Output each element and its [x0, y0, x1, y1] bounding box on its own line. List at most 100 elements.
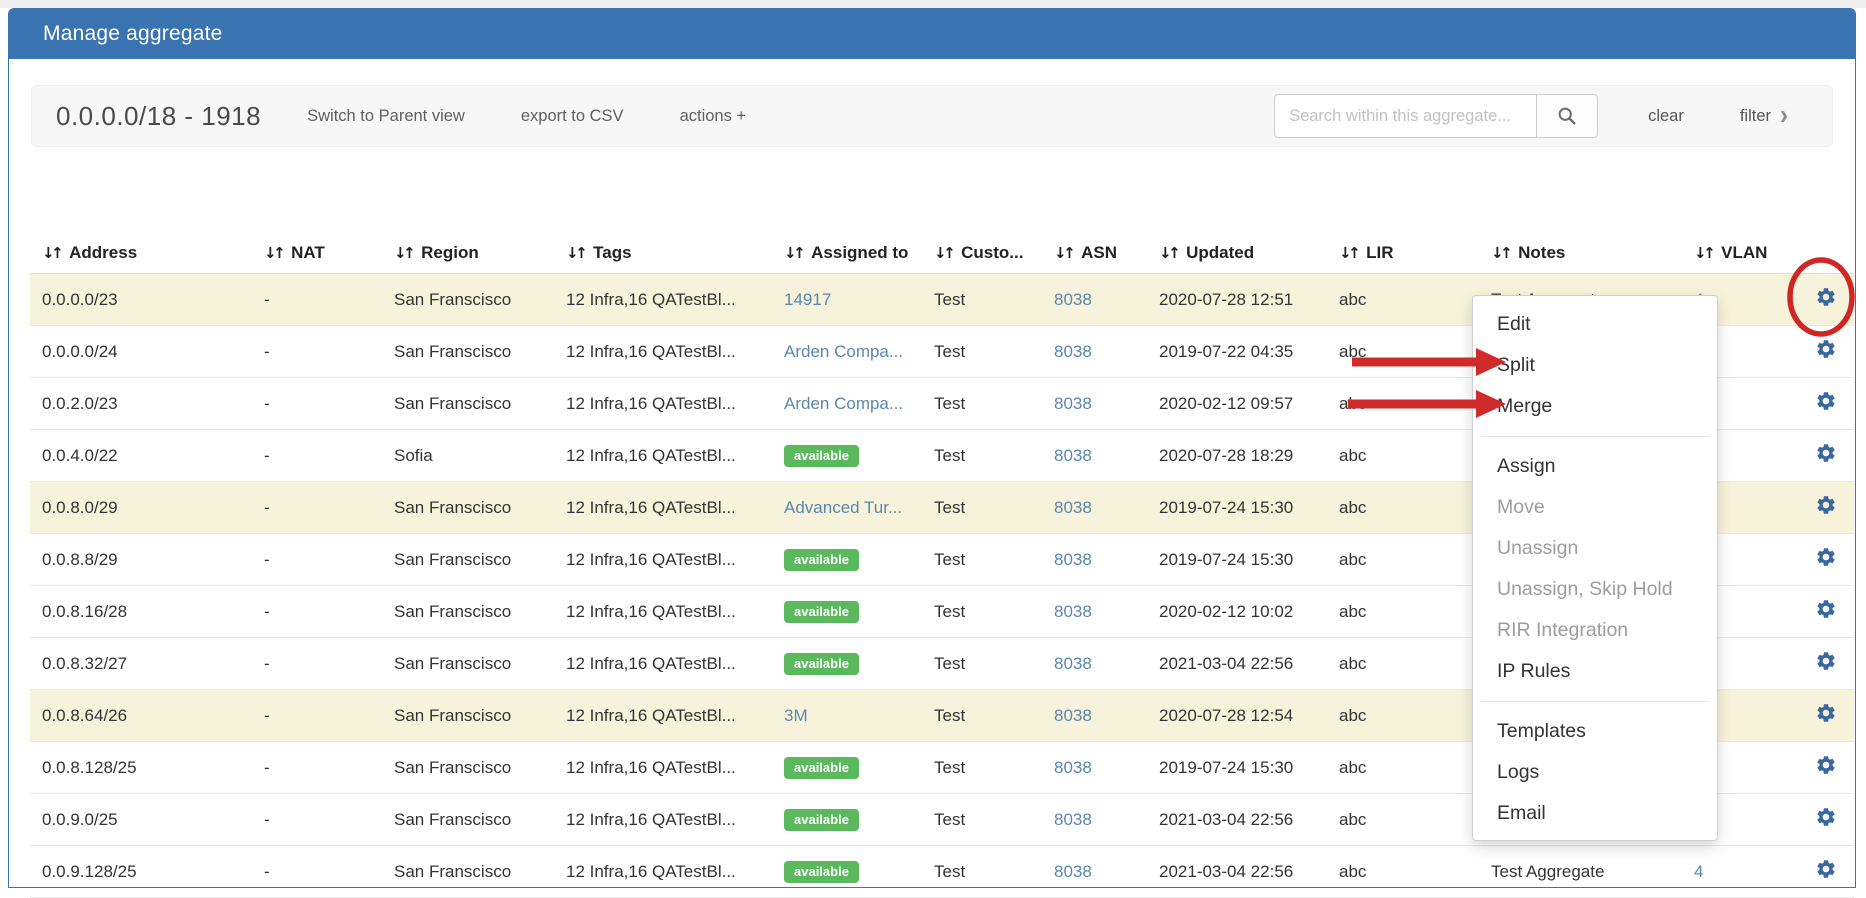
cell-region: San Franscisco: [382, 637, 554, 690]
cell-row-actions: [1797, 533, 1854, 586]
menu-item-email[interactable]: Email: [1497, 802, 1546, 824]
asn-link[interactable]: 8038: [1054, 653, 1092, 673]
asn-link[interactable]: 8038: [1054, 497, 1092, 517]
cell-nat: -: [252, 845, 382, 898]
asn-link[interactable]: 8038: [1054, 705, 1092, 725]
cell-asn: 8038: [1042, 325, 1147, 378]
cell-assigned-to: available: [772, 741, 922, 794]
assigned-to-link[interactable]: Advanced Tur...: [784, 497, 903, 517]
vlan-link[interactable]: 4: [1694, 861, 1704, 881]
available-badge: available: [784, 756, 859, 779]
row-actions-gear-icon[interactable]: [1815, 754, 1837, 776]
column-header-region[interactable]: ↓↑ Region: [382, 232, 554, 274]
menu-item-logs[interactable]: Logs: [1497, 761, 1540, 783]
assigned-to-link[interactable]: Arden Compa...: [784, 341, 904, 361]
column-header-address[interactable]: ↓↑ Address: [30, 232, 252, 274]
menu-item-split[interactable]: Split: [1497, 354, 1535, 376]
sort-icon: ↓↑: [1339, 243, 1361, 262]
asn-link[interactable]: 8038: [1054, 341, 1092, 361]
table-row: 0.0.9.128/25- San Franscisco 12 Infra,16 Q…: [30, 845, 1854, 898]
cell-asn: 8038: [1042, 793, 1147, 846]
row-actions-gear-icon[interactable]: [1815, 442, 1837, 464]
assigned-to-link[interactable]: 3M: [784, 705, 808, 725]
clear-search-link[interactable]: clear: [1648, 106, 1684, 125]
menu-item-edit[interactable]: Edit: [1497, 313, 1531, 335]
cell-nat: -: [252, 793, 382, 846]
row-actions-gear-icon[interactable]: [1815, 286, 1837, 308]
asn-link[interactable]: 8038: [1054, 861, 1092, 881]
menu-item-assign[interactable]: Assign: [1497, 455, 1556, 477]
menu-item-merge[interactable]: Merge: [1497, 395, 1553, 417]
assigned-to-link[interactable]: 14917: [784, 289, 832, 309]
cell-assigned-to: available: [772, 585, 922, 638]
actions-menu-link[interactable]: actions +: [679, 106, 747, 125]
column-header-assignedto[interactable]: ↓↑ Assigned to: [772, 232, 922, 274]
cell-address: 0.0.8.0/29: [30, 481, 252, 534]
row-actions-gear-icon[interactable]: [1815, 806, 1837, 828]
row-actions-gear-icon[interactable]: [1815, 338, 1837, 360]
row-actions-gear-icon[interactable]: [1815, 650, 1837, 672]
cell-tags: 12 Infra,16 QATestBl...: [554, 325, 772, 378]
assigned-to-link[interactable]: Arden Compa...: [784, 393, 904, 413]
column-header-lir[interactable]: ↓↑ LIR: [1327, 232, 1479, 274]
menu-item-ip-rules[interactable]: IP Rules: [1497, 660, 1571, 682]
column-header-updated[interactable]: ↓↑ Updated: [1147, 232, 1327, 274]
asn-link[interactable]: 8038: [1054, 393, 1092, 413]
cell-nat: -: [252, 741, 382, 794]
search-button[interactable]: [1536, 94, 1599, 138]
cell-notes: Test Aggregate: [1479, 845, 1682, 898]
row-actions-gear-icon[interactable]: [1815, 858, 1837, 880]
cell-row-actions: [1797, 741, 1854, 794]
asn-link[interactable]: 8038: [1054, 757, 1092, 777]
cell-row-actions: [1797, 325, 1854, 378]
cell-tags: 12 Infra,16 QATestBl...: [554, 429, 772, 482]
cell-row-actions: [1797, 585, 1854, 638]
cell-region: San Franscisco: [382, 273, 554, 326]
cell-asn: 8038: [1042, 533, 1147, 586]
export-csv-link[interactable]: export to CSV: [520, 106, 624, 125]
cell-assigned-to: available: [772, 429, 922, 482]
cell-region: San Franscisco: [382, 481, 554, 534]
column-header-notes[interactable]: ↓↑ Notes: [1479, 232, 1682, 274]
cell-nat: -: [252, 585, 382, 638]
column-header-actions: [1797, 232, 1854, 274]
cell-address: 0.0.8.32/27: [30, 637, 252, 690]
cell-lir: abc: [1327, 689, 1479, 742]
sort-icon: ↓↑: [566, 243, 588, 262]
cell-row-actions: [1797, 689, 1854, 742]
cell-asn: 8038: [1042, 689, 1147, 742]
filter-link[interactable]: filter ›: [1740, 102, 1788, 130]
cell-tags: 12 Infra,16 QATestBl...: [554, 741, 772, 794]
cell-updated: 2021-03-04 22:56: [1147, 793, 1327, 846]
search-input[interactable]: [1274, 94, 1537, 138]
asn-link[interactable]: 8038: [1054, 549, 1092, 569]
sort-icon: ↓↑: [934, 243, 956, 262]
asn-link[interactable]: 8038: [1054, 445, 1092, 465]
cell-assigned-to: Arden Compa...: [772, 325, 922, 378]
row-actions-gear-icon[interactable]: [1815, 390, 1837, 412]
column-header-label: Assigned to: [811, 242, 909, 262]
asn-link[interactable]: 8038: [1054, 289, 1092, 309]
menu-divider: [1481, 436, 1709, 437]
row-actions-gear-icon[interactable]: [1815, 702, 1837, 724]
column-header-vlan[interactable]: ↓↑ VLAN: [1682, 232, 1797, 274]
column-header-tags[interactable]: ↓↑ Tags: [554, 232, 772, 274]
column-header-custo[interactable]: ↓↑ Custo...: [922, 232, 1042, 274]
asn-link[interactable]: 8038: [1054, 601, 1092, 621]
available-badge: available: [784, 600, 859, 623]
menu-item-templates[interactable]: Templates: [1497, 720, 1586, 742]
row-actions-gear-icon[interactable]: [1815, 598, 1837, 620]
column-header-label: LIR: [1366, 242, 1394, 262]
switch-parent-view-link[interactable]: Switch to Parent view: [307, 106, 465, 125]
row-actions-gear-icon[interactable]: [1815, 494, 1837, 516]
asn-link[interactable]: 8038: [1054, 809, 1092, 829]
cell-lir: abc: [1327, 845, 1479, 898]
column-header-asn[interactable]: ↓↑ ASN: [1042, 232, 1147, 274]
cell-lir: abc: [1327, 585, 1479, 638]
row-actions-gear-icon[interactable]: [1815, 546, 1837, 568]
cell-assigned-to: available: [772, 845, 922, 898]
magnifier-icon: [1558, 107, 1576, 125]
column-header-label: Tags: [593, 242, 632, 262]
cell-address: 0.0.2.0/23: [30, 377, 252, 430]
column-header-nat[interactable]: ↓↑ NAT: [252, 232, 382, 274]
